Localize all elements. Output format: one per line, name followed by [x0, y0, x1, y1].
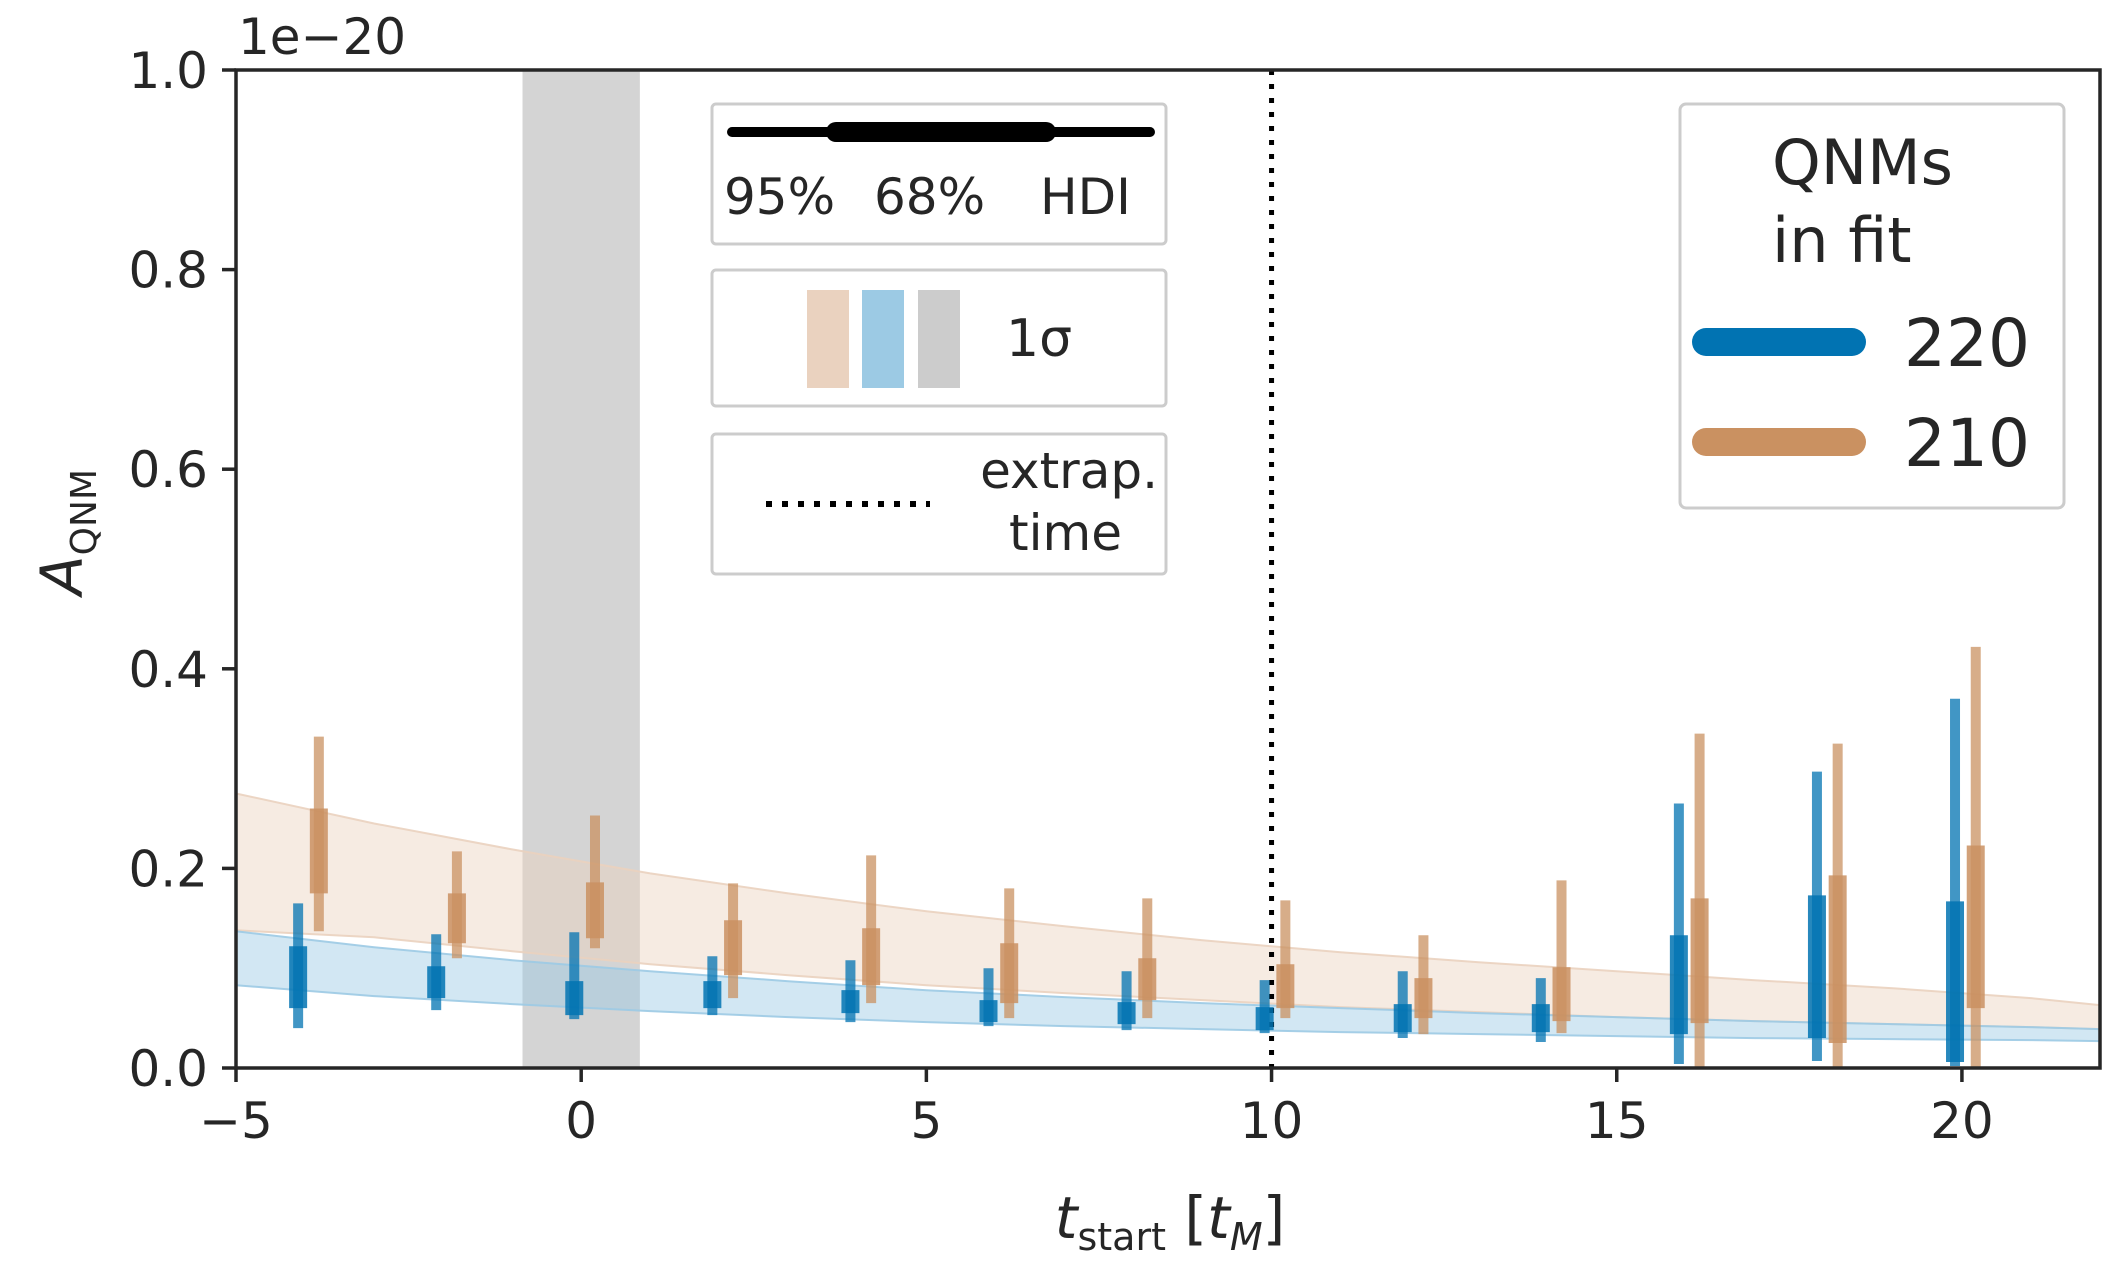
legend-qnm-label-220: 220 — [1904, 305, 2030, 382]
plot-background — [522, 70, 640, 1068]
legend-hdi-label-68: 68% — [874, 168, 985, 226]
legend-sigma-swatch-220 — [862, 290, 904, 388]
y-tick-label-1: 1.0 — [128, 42, 208, 100]
y-label-sub: QNM — [64, 469, 105, 555]
y-tick-label-0.6: 0.6 — [128, 441, 208, 499]
legend-extrap: extrap. time — [710, 432, 1168, 576]
y-tick-label-0.8: 0.8 — [128, 242, 208, 300]
x-label-sub: start — [1077, 1215, 1166, 1259]
y-tick-label-0.4: 0.4 — [128, 641, 208, 699]
x-label-main: t — [1055, 1184, 1080, 1252]
x-label-unit-main: t — [1207, 1184, 1232, 1252]
x-axis-label: tstart [tM] — [1055, 1184, 1286, 1259]
reference-shaded-region — [522, 70, 640, 1068]
axes: −5 0 5 10 15 20 0.0 0.2 0.4 0.6 0.8 1.0 — [128, 42, 2102, 1150]
band-220-lower-edge — [235, 984, 2101, 1043]
x-tick-label--5: −5 — [199, 1092, 273, 1150]
x-label-unit-close: ] — [1263, 1184, 1286, 1252]
legend-qnm-frame — [1678, 102, 2066, 510]
y-tick-label-0: 0.0 — [128, 1040, 208, 1098]
legend-qnm: QNMs in fit 220 210 — [1678, 102, 2066, 510]
legend-qnm-title-1: QNMs — [1772, 126, 1953, 199]
x-tick-label-20: 20 — [1930, 1092, 1994, 1150]
band-210-upper-edge — [235, 792, 2101, 1007]
legend-extrap-line2: time — [1009, 504, 1122, 562]
legend-extrap-line1: extrap. — [980, 442, 1158, 500]
x-label-unit-sub: M — [1230, 1215, 1263, 1259]
legend-hdi-label-95: 95% — [724, 168, 835, 226]
y-axis-label: AQNM — [28, 469, 105, 599]
band-220 — [236, 931, 2100, 1042]
legend-extrap-frame — [710, 432, 1168, 576]
legend-qnm-label-210: 210 — [1904, 405, 2030, 482]
legend-sigma-swatch-210 — [807, 290, 849, 388]
x-tick-label-15: 15 — [1585, 1092, 1649, 1150]
legend-sigma-swatch-overlap — [918, 290, 960, 388]
fit-bands — [235, 792, 2101, 1043]
plot-frame — [234, 68, 2102, 1070]
band-210 — [236, 793, 2100, 1030]
legend-sigma: 1σ — [710, 268, 1168, 408]
x-tick-label-0: 0 — [565, 1092, 597, 1150]
x-tick-label-10: 10 — [1240, 1092, 1304, 1150]
y-tick-label-0.2: 0.2 — [128, 840, 208, 898]
y-label-main: A — [28, 555, 96, 599]
error-bars — [289, 646, 1985, 1068]
band-220-upper-edge — [235, 930, 2101, 1031]
x-label-unit-open: [ — [1166, 1184, 1207, 1252]
legend-sigma-label: 1σ — [1006, 309, 1072, 369]
y-offset-text: 1e−20 — [238, 8, 406, 66]
legend-qnm-title-2: in fit — [1772, 204, 1912, 277]
legend-hdi-label-hdi: HDI — [1040, 168, 1131, 226]
x-tick-label-5: 5 — [910, 1092, 942, 1150]
legend-hdi: 95% 68% HDI — [710, 102, 1168, 246]
